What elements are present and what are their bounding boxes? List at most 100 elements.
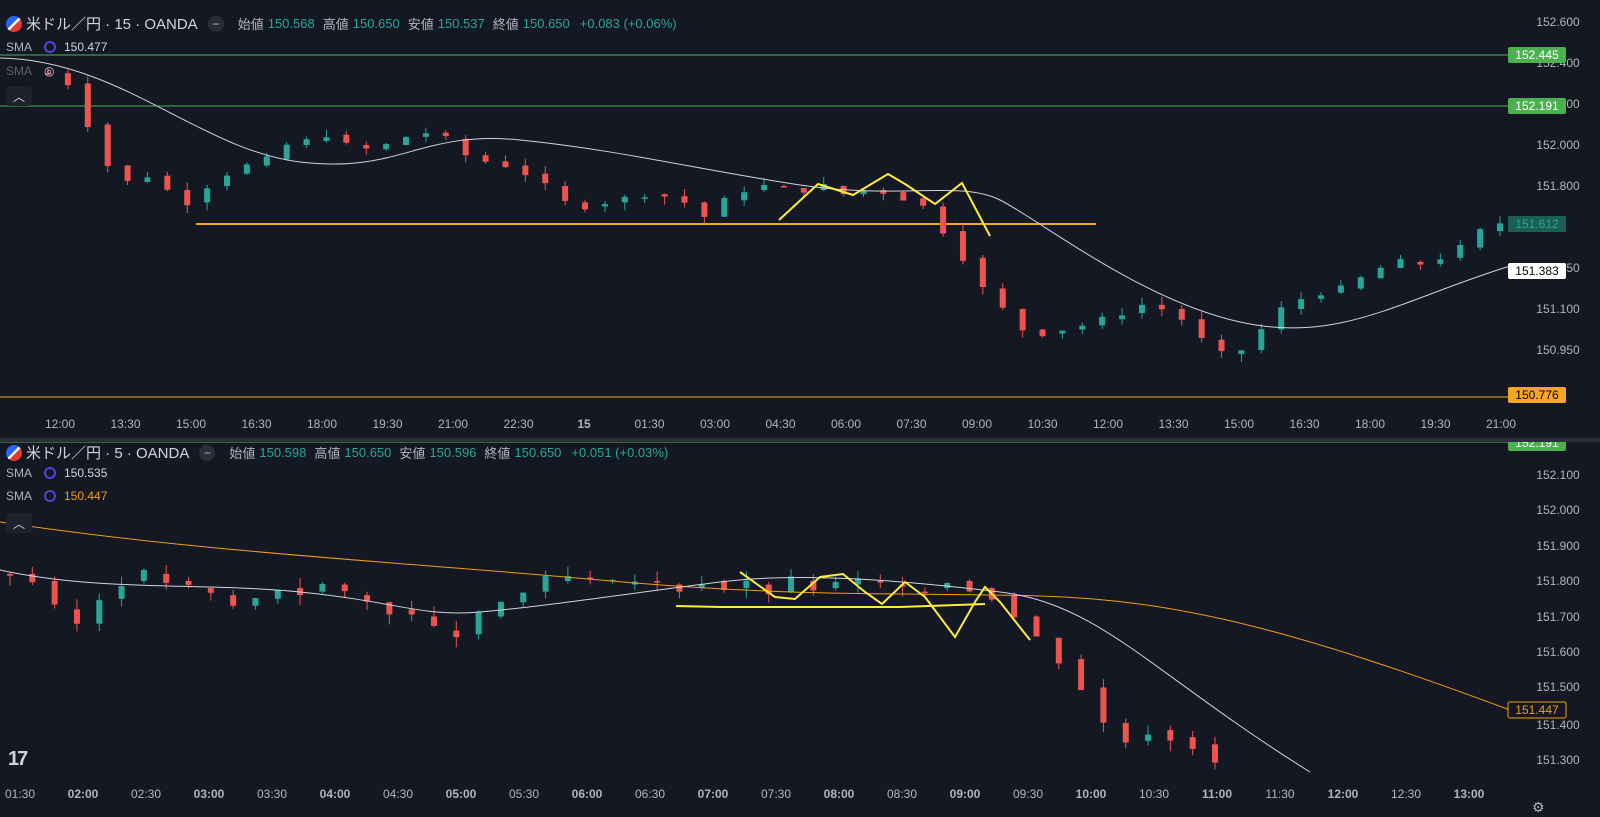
candle-body	[263, 156, 270, 166]
candle-body	[542, 576, 549, 592]
close-label: 終値	[492, 17, 519, 32]
candle-body	[562, 186, 569, 201]
candle-body	[900, 192, 907, 201]
candle-body	[243, 164, 250, 174]
trend-line-support[interactable]	[675, 603, 986, 608]
chart-background	[0, 0, 1600, 438]
sma-indicator-1[interactable]: SMA 150.477	[6, 40, 107, 54]
candle-body	[343, 134, 350, 143]
chart-pane-15m[interactable]: 152.600152.400152.200152.000151.800151.2…	[0, 0, 1600, 438]
candle-body	[1078, 659, 1085, 691]
candle-body	[1122, 723, 1129, 743]
low-label: 安値	[407, 17, 434, 32]
chart-pane-5m[interactable]: 152.100 152.000 151.900 151.800 151.700 151.6…	[0, 442, 1600, 817]
chevron-up-icon[interactable]: ︿	[6, 513, 32, 533]
chart-canvas-5m[interactable]: 152.100 152.000 151.900 151.800 151.700 151.6…	[0, 442, 1600, 817]
time-tick-label: 18:00	[1355, 417, 1385, 431]
candle-body	[1477, 229, 1484, 248]
time-tick-label: 19:30	[1420, 417, 1450, 431]
candle-body	[207, 588, 214, 593]
high-value: 150.650	[344, 445, 392, 460]
tradingview-logo[interactable]: 17	[8, 748, 28, 770]
candle-body	[944, 583, 951, 589]
time-tick-label: 10:00	[1076, 787, 1107, 801]
time-tick-label: 15:00	[1224, 417, 1254, 431]
time-tick-label: 01:30	[5, 787, 35, 801]
sma-indicator-1[interactable]: SMA 150.535	[6, 466, 107, 480]
candle-body	[564, 576, 571, 581]
candle-body	[140, 570, 147, 581]
minus-icon[interactable]: −	[207, 15, 224, 32]
time-tick-label: 16:30	[1289, 417, 1319, 431]
usd-jpy-flag-icon	[6, 15, 22, 32]
candle-body	[1059, 330, 1066, 334]
pattern-drawing[interactable]	[739, 571, 1031, 641]
time-tick-label: 15:00	[176, 417, 206, 431]
legend-header: 米ドル／円 · 15 · OANDA − 始値 150.568 高値 150.650…	[6, 13, 677, 34]
time-tick-label: 10:30	[1027, 417, 1057, 431]
pane-divider[interactable]	[0, 438, 1600, 442]
candle-body	[920, 198, 927, 206]
time-tick-label: 13:30	[1158, 417, 1188, 431]
candle-body	[520, 592, 527, 603]
candle-body	[601, 204, 608, 207]
time-tick-label: 21:00	[438, 417, 468, 431]
time-tick-label: 09:00	[962, 417, 992, 431]
time-tick-label: 02:30	[131, 787, 161, 801]
time-tick-label: 07:30	[896, 417, 926, 431]
candle-body	[29, 573, 36, 583]
symbol-title[interactable]: 米ドル／円 · 5 · OANDA	[26, 445, 190, 462]
change-value: +0.083 (+0.06%)	[579, 16, 677, 31]
sma-indicator-2[interactable]: SMA 150.447	[6, 489, 107, 503]
chevron-up-icon[interactable]: ︿	[6, 86, 32, 106]
time-tick-label: 04:30	[383, 787, 413, 801]
chart-background	[0, 442, 1600, 817]
price-tick-label: 150.950	[1536, 343, 1580, 357]
price-tick-label: 151.600	[1536, 645, 1580, 659]
time-tick-label: 04:30	[765, 417, 795, 431]
candle-body	[323, 137, 330, 141]
candle-body	[621, 196, 628, 203]
candle-body	[979, 257, 986, 288]
gear-icon[interactable]: ⚙	[1532, 799, 1545, 815]
time-tick-label: 05:30	[509, 787, 539, 801]
change-value: +0.051 (+0.03%)	[571, 445, 669, 460]
price-tick-label: 151.500	[1536, 680, 1580, 694]
time-tick-label: 06:00	[831, 417, 861, 431]
candle-body	[999, 288, 1006, 308]
candle-body	[832, 581, 839, 589]
chart-canvas-15m[interactable]: 152.600152.400152.200152.000151.800151.2…	[0, 0, 1600, 438]
candle-body	[497, 601, 504, 617]
price-badge	[1508, 47, 1566, 63]
time-tick-label: 19:30	[372, 417, 402, 431]
candle-body	[1397, 259, 1404, 268]
low-value: 150.537	[437, 16, 485, 31]
time-tick-label: 10:30	[1139, 787, 1169, 801]
time-tick-label: 07:30	[761, 787, 791, 801]
pattern-drawing[interactable]	[778, 172, 991, 237]
time-tick-label: 12:00	[1328, 787, 1359, 801]
symbol-title[interactable]: 米ドル／円 · 15 · OANDA	[26, 16, 198, 33]
candle-body	[364, 595, 371, 602]
candle-body	[1337, 285, 1344, 293]
eye-off-icon[interactable]: ◎	[44, 64, 55, 78]
price-tick-label: 151.100	[1536, 302, 1580, 316]
sma-loading-icon	[44, 490, 56, 502]
candle-body	[303, 139, 310, 145]
high-value: 150.650	[352, 16, 400, 31]
minus-icon[interactable]: −	[199, 444, 216, 461]
price-tick-label: 151.700	[1536, 610, 1580, 624]
candle-body	[1158, 304, 1165, 310]
candle-body	[921, 591, 928, 594]
time-tick-label: 22:30	[503, 417, 533, 431]
candle-body	[274, 590, 281, 599]
usd-jpy-flag-icon	[6, 444, 22, 461]
candle-body	[743, 580, 750, 589]
candle-body	[1198, 319, 1205, 338]
candle-body	[741, 192, 748, 201]
candle-body	[1212, 744, 1218, 763]
sma-indicator-2[interactable]: SMA	[6, 64, 36, 78]
time-tick-label: 12:30	[1391, 787, 1421, 801]
time-tick-label: 21:00	[1486, 417, 1516, 431]
candle-body	[788, 576, 795, 592]
